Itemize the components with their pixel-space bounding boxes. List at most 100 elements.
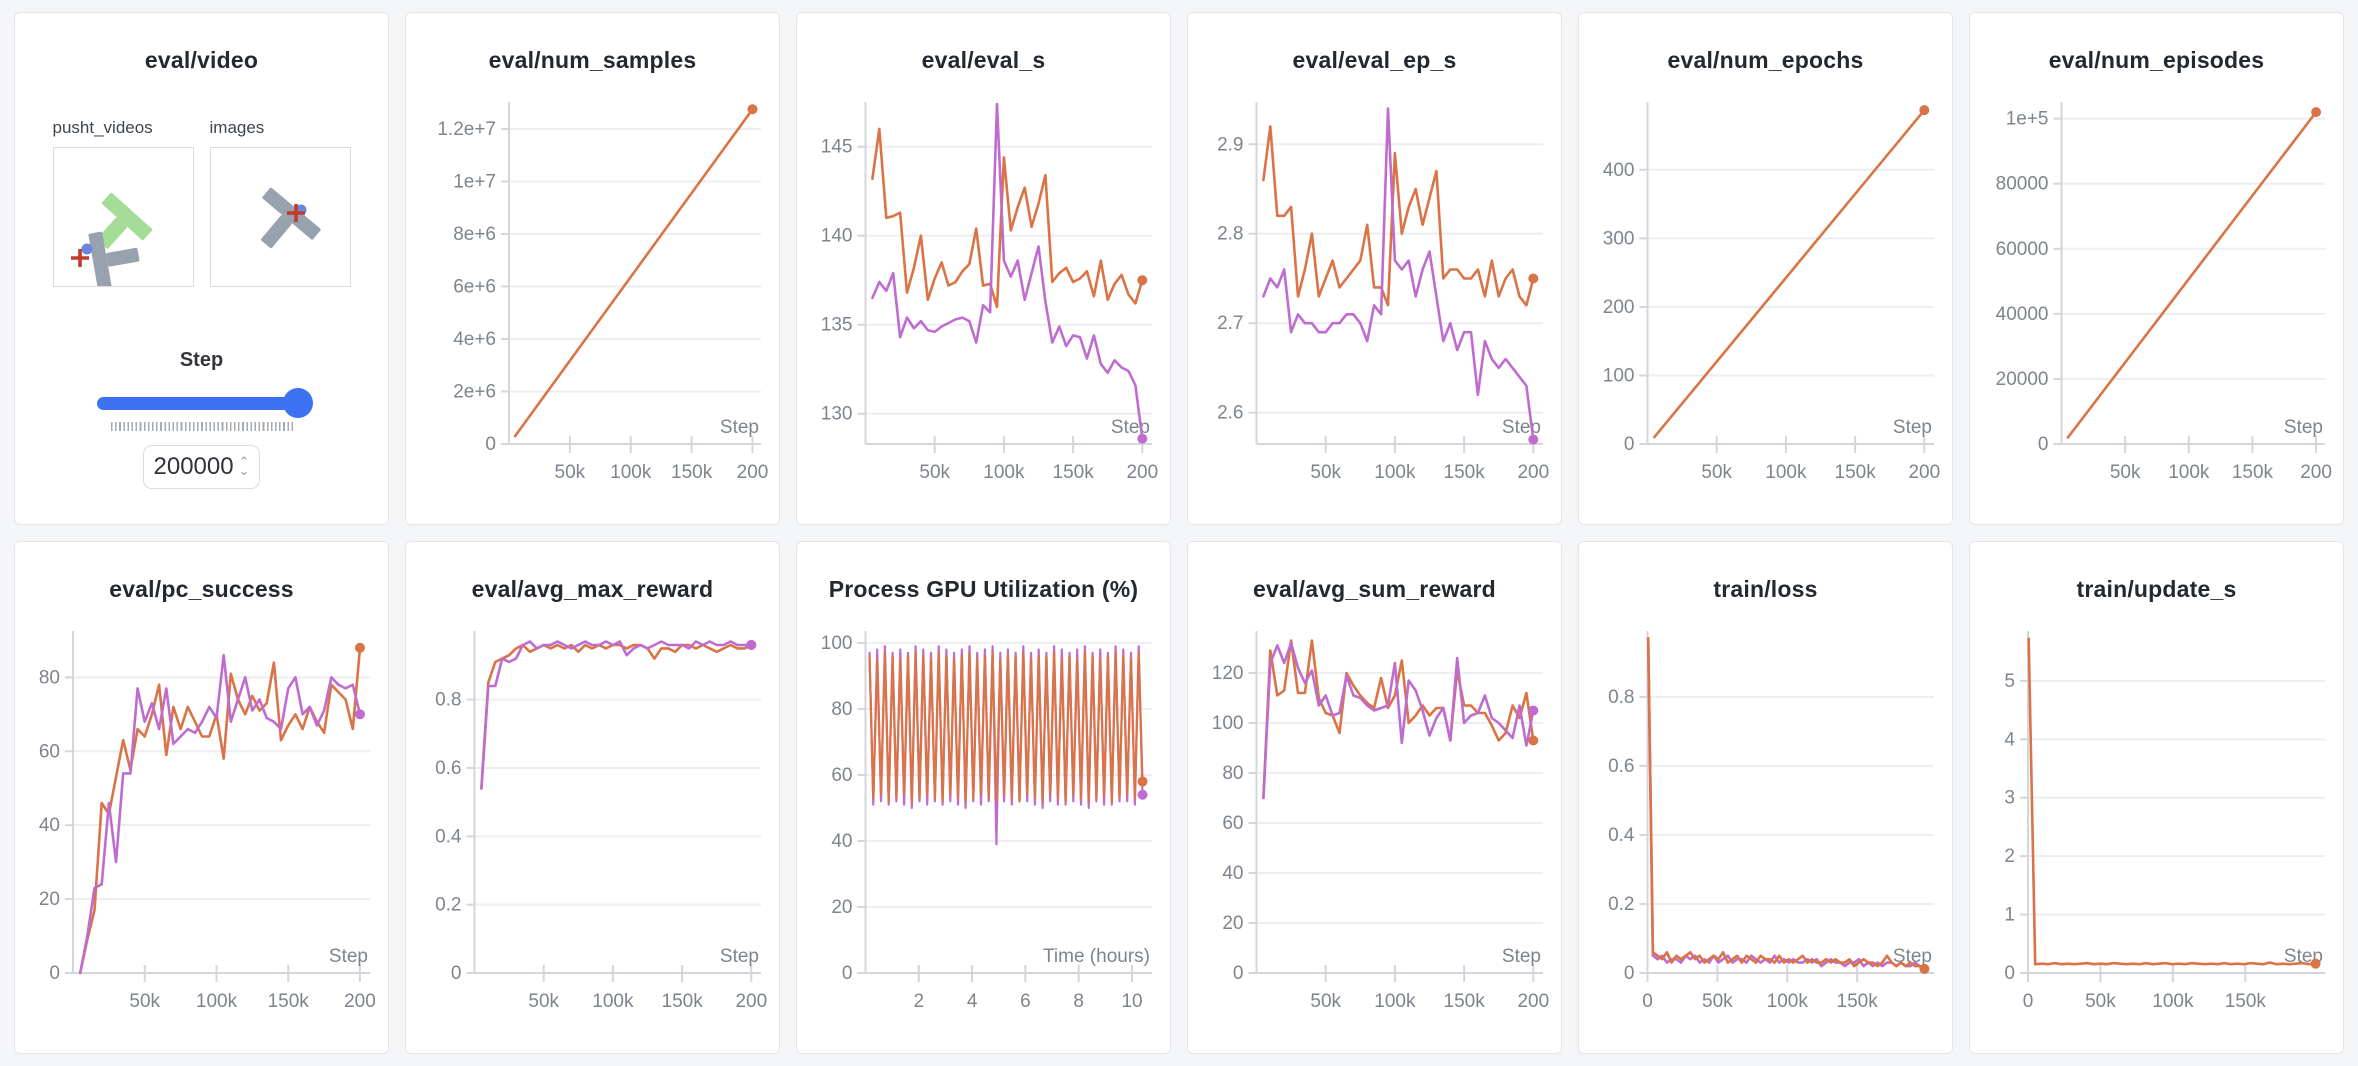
chart-eval-pc-success[interactable]: 0 20 40 60 80 50k 100k 150k 200 Step	[15, 629, 388, 1033]
panel-title: eval/video	[144, 47, 259, 73]
series-run-orange-line	[868, 651, 1144, 803]
x-tick-label: 150k	[1444, 462, 1486, 483]
y-tick-label: 300	[1603, 228, 1635, 249]
x-tick-label: 6	[1020, 991, 1031, 1012]
x-axis-label: Step	[1893, 417, 1932, 438]
series-run-orange-end-dot	[2310, 958, 2321, 969]
chart-eval-eval-ep-s[interactable]: 2.6 2.7 2.8 2.9 50k 100k 150k 200 Step	[1188, 100, 1561, 504]
series-run-orange-end-dot	[1528, 735, 1539, 746]
y-tick-label: 5	[2004, 671, 2015, 692]
x-axis-label: Time (hours)	[1043, 946, 1150, 967]
slider-knob[interactable]	[282, 388, 313, 418]
x-tick-label: 150k	[671, 462, 713, 483]
y-tick-label: 40	[39, 815, 60, 836]
y-tick-label: 2e+6	[453, 381, 496, 402]
y-tick-label: 0	[451, 963, 462, 984]
y-tick-label: 0	[485, 434, 496, 455]
y-tick-label: 6e+6	[453, 276, 496, 297]
chart-eval-num-samples[interactable]: 0 2e+6 4e+6 6e+6 8e+6 1e+7 1.2e+7 50k 100k 150k 20…	[406, 100, 779, 504]
y-tick-label: 40	[831, 831, 852, 852]
x-tick-label: 150k	[268, 991, 310, 1012]
series-run-orange-line	[1262, 125, 1535, 307]
x-tick-label: 200	[1908, 462, 1940, 483]
panel-eval-eval-ep-s: eval/eval_ep_s 2.6 2.7 2.8 2.9 50k 100k 150k 200…	[1187, 12, 1562, 525]
y-tick-label: 60	[1222, 813, 1243, 834]
series-run-purple-end-dot	[1137, 433, 1148, 444]
panel-title: eval/pc_success	[109, 576, 294, 602]
y-tick-label: 60000	[1996, 239, 2049, 260]
series-run-orange-line	[513, 108, 754, 438]
chart-eval-num-epochs[interactable]: 0 100 200 300 400 50k 100k 150k 200 Step	[1579, 100, 1952, 504]
y-tick-label: 80	[1222, 763, 1243, 784]
series-run-purple-end-dot	[354, 709, 365, 720]
chevron-down-icon[interactable]: ⌄	[238, 463, 250, 478]
target-cross-icon	[286, 204, 305, 222]
y-tick-label: 0.4	[435, 826, 462, 847]
chart-eval-num-episodes[interactable]: 0 20000 40000 60000 80000 1e+5 50k 100k 150k 200 S…	[1970, 100, 2343, 504]
video-thumbnail[interactable]	[52, 147, 194, 291]
x-axis-label: Step	[1502, 417, 1541, 438]
step-value[interactable]: 200000	[153, 453, 234, 480]
series-run-orange-line	[480, 643, 753, 790]
x-tick-label: 200	[2300, 462, 2332, 483]
x-axis-label: Step	[720, 417, 759, 438]
y-tick-label: 0.4	[1608, 825, 1635, 846]
panel-eval-avg-max-reward: eval/avg_max_reward 0 0.2 0.4 0.6 0.8 50k 100k 1…	[405, 541, 780, 1054]
x-tick-label: 0	[1642, 991, 1653, 1012]
media-thumbnails	[52, 147, 351, 291]
x-tick-label: 150k	[2225, 991, 2267, 1012]
panel-train-update-s: train/update_s 0 1 2 3 4 5 0 50k 100k 150k Step	[1969, 541, 2344, 1054]
chart-eval-avg-sum-reward[interactable]: 0 20 40 60 80 100 120 50k 100k 150k 200 Step	[1188, 629, 1561, 1033]
y-tick-label: 120	[1212, 663, 1244, 684]
series-run-purple-line	[1646, 636, 1926, 971]
x-tick-label: 100k	[983, 462, 1025, 483]
y-tick-label: 0	[49, 963, 60, 984]
x-axis-label: Step	[1893, 946, 1932, 967]
chart-eval-avg-max-reward[interactable]: 0 0.2 0.4 0.6 0.8 50k 100k 150k 200 Step	[406, 629, 779, 1033]
panel-title: eval/num_samples	[488, 47, 697, 73]
x-tick-label: 150k	[662, 991, 704, 1012]
y-tick-label: 0	[1624, 434, 1635, 455]
x-axis-label: Step	[329, 946, 368, 967]
y-tick-label: 20000	[1996, 369, 2049, 390]
y-tick-label: 100	[821, 633, 853, 654]
x-tick-label: 50k	[1310, 462, 1341, 483]
series-run-orange-end-dot	[1137, 776, 1148, 787]
panel-eval-num-episodes: eval/num_episodes 0 20000 40000 60000 80000 1e…	[1969, 12, 2344, 525]
chart-process-gpu-utilization[interactable]: 0 20 40 60 80 100 2 4 6 8 10 Time (hours)	[797, 629, 1170, 1033]
y-tick-label: 0.8	[435, 690, 461, 711]
panel-eval-video: eval/video pusht_videos images Step 200000 ⌃ ⌄	[14, 12, 389, 525]
step-value-input[interactable]: 200000 ⌃ ⌄	[143, 445, 260, 489]
series-run-purple-end-dot	[746, 639, 757, 650]
y-tick-label: 0.6	[1608, 756, 1634, 777]
step-slider[interactable]	[96, 388, 313, 418]
stepper-chevrons[interactable]: ⌃ ⌄	[238, 454, 250, 478]
eval-video-body: pusht_videos images Step 200000 ⌃ ⌄	[15, 74, 388, 489]
panel-process-gpu-utilization: Process GPU Utilization (%) 0 20 40 60 80 100 2…	[796, 541, 1171, 1054]
y-tick-label: 1	[2004, 905, 2015, 926]
chevron-up-icon[interactable]: ⌃	[238, 454, 250, 469]
x-tick-label: 2	[914, 991, 925, 1012]
series-run-orange-line	[2027, 637, 2317, 966]
y-tick-label: 0.8	[1608, 687, 1634, 708]
series-run-orange-end-dot	[747, 104, 758, 115]
panel-title: eval/num_epochs	[1667, 47, 1864, 73]
panel-title: eval/avg_sum_reward	[1253, 576, 1496, 602]
y-tick-label: 200	[1603, 297, 1635, 318]
chart-train-loss[interactable]: 0 0.2 0.4 0.6 0.8 0 50k 100k 150k Step	[1579, 629, 1952, 1033]
image-thumbnail[interactable]	[209, 147, 351, 287]
x-tick-label: 150k	[1444, 991, 1486, 1012]
t-block-shape	[260, 187, 321, 249]
series-run-purple-line	[871, 102, 1144, 441]
panel-title: eval/num_episodes	[2048, 47, 2265, 73]
t-block-shape	[87, 231, 139, 291]
y-tick-label: 130	[821, 404, 853, 425]
slider-track[interactable]	[96, 397, 303, 410]
y-tick-label: 80	[831, 699, 852, 720]
x-tick-label: 100k	[1374, 991, 1416, 1012]
panel-eval-num-epochs: eval/num_epochs 0 100 200 300 400 50k 100k 150k 2…	[1578, 12, 1953, 525]
series-run-purple-line	[1262, 641, 1535, 800]
